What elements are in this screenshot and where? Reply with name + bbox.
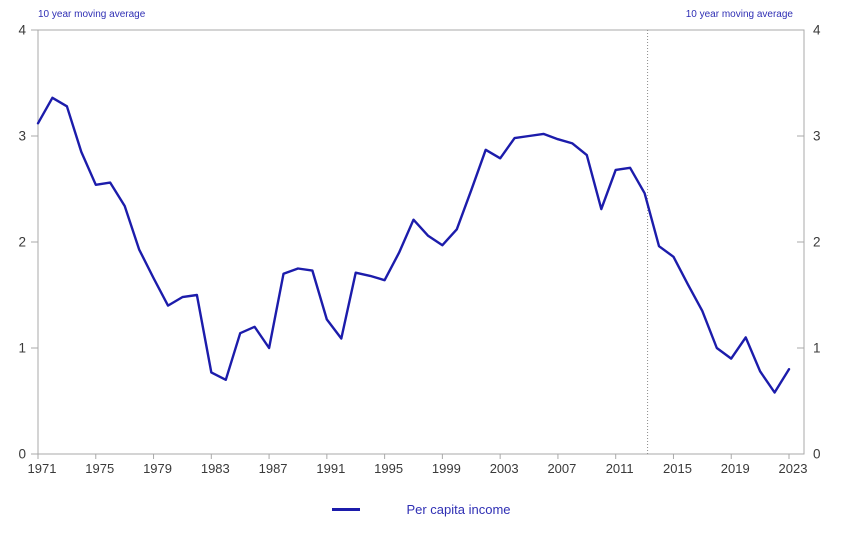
y-tick-label-right: 4 [813,23,821,38]
legend: Per capita income [0,502,843,517]
x-tick-label: 2011 [606,461,634,476]
y-tick-label-left: 0 [18,447,26,462]
x-tick-label: 1971 [28,461,57,476]
x-tick-label: 1979 [143,461,172,476]
plot-frame [37,29,805,455]
y-tick-label-right: 0 [813,447,821,462]
x-tick-label: 1975 [85,461,114,476]
legend-line-swatch [332,508,361,511]
y-tick-label-left: 3 [18,129,26,144]
x-tick-label: 1987 [259,461,288,476]
top-left-annotation: 10 year moving average [38,9,146,20]
top-right-annotation: 10 year moving average [685,9,793,20]
legend-label: Per capita income [406,502,511,517]
series-line [36,96,791,394]
y-tick-label-left: 1 [18,341,26,356]
x-tick-label: 2019 [721,461,750,476]
x-tick-label: 1983 [201,461,230,476]
x-tick-label: 2003 [490,461,519,476]
y-tick-label-left: 2 [18,235,26,250]
y-tick-label-left: 4 [18,23,26,38]
y-tick-label-right: 3 [813,129,821,144]
x-tick-label: 1999 [432,461,461,476]
y-tick-label-right: 1 [813,341,821,356]
y-tick-label-right: 2 [813,235,821,250]
x-tick-label: 1995 [374,461,403,476]
x-tick-label: 2023 [779,461,808,476]
x-tick-label: 1991 [316,461,345,476]
x-tick-label: 2007 [547,461,576,476]
x-tick-label: 2015 [663,461,692,476]
